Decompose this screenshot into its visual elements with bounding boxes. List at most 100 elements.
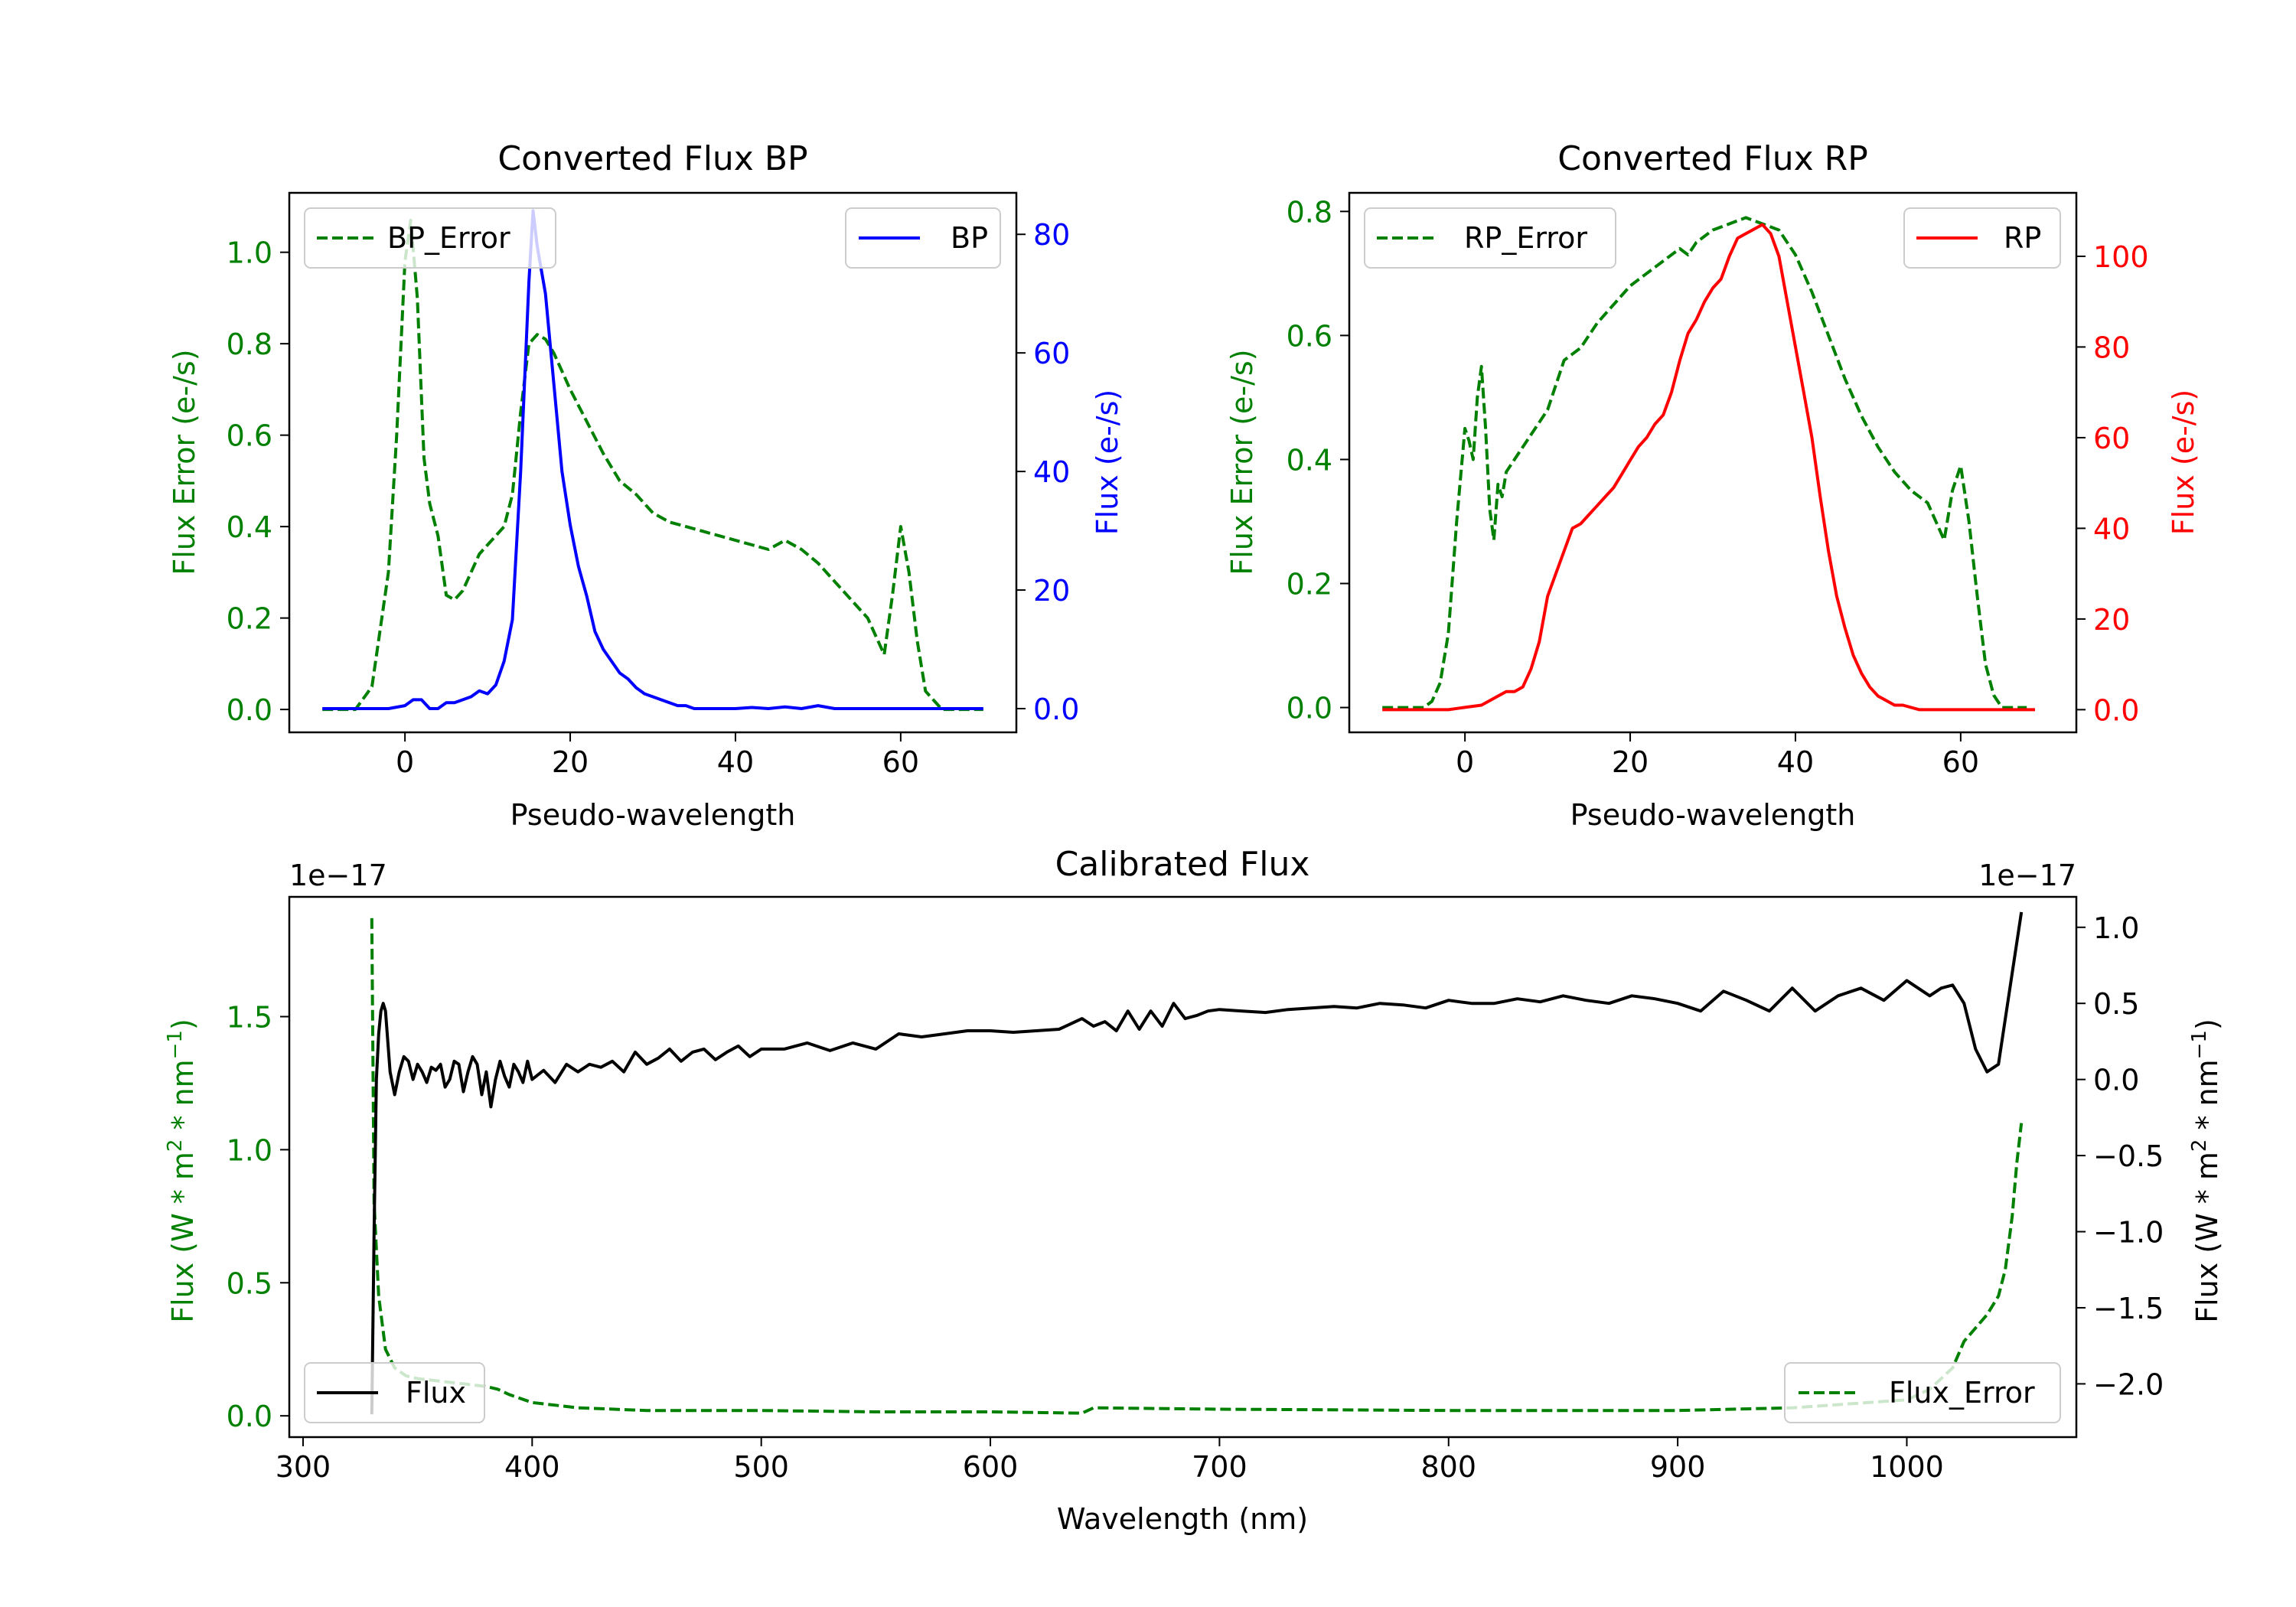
bp-ytick-right-label: 40 [1033,455,1070,489]
bp-legend-error-box [304,207,556,269]
cal-xtick-label: 900 [1650,1450,1706,1484]
cal-xtick-label: 700 [1192,1450,1247,1484]
rp-legend-flux-box [1903,207,2061,269]
bp-axes-frame [288,191,1018,734]
calibrated-legend-flux-label: Flux [406,1376,466,1410]
bp-ytick-left-label: 0.0 [227,693,272,727]
rp-ytick-right-label: 20 [2093,603,2130,637]
rp-ytick-right-label: 100 [2093,240,2149,274]
bp-xtick-label: 60 [882,745,919,779]
rp-plot-content [1382,216,2035,712]
cal-xtick-label: 600 [963,1450,1019,1484]
rp-ylabel-left: Flux Error (e-/s) [1225,349,1259,575]
rp-ytick-left-label: 0.6 [1287,319,1332,353]
cal-series-flux-line [370,911,2024,1415]
calibrated-axes-frame [288,895,2078,1439]
rp-ytick-right-label: 60 [2093,422,2130,455]
bp-title: Converted Flux BP [497,139,807,178]
rp-legend-flux-label: RP [2004,221,2041,255]
bp-plot-content [322,209,983,712]
calibrated-xlabel: Wavelength (nm) [1057,1502,1308,1536]
rp-axes-frame [1348,191,2078,734]
rp-xtick-label: 40 [1777,745,1814,779]
bp-ytick-left-label: 0.8 [227,328,272,361]
calibrated-plot-content [370,911,2024,1415]
rp-series-rp-error-line [1382,216,2027,709]
rp-ytick-left-label: 0.4 [1287,443,1332,477]
panel-rp: Converted Flux RP 0 20 40 60 0.0 0.2 0.4 0.6 0.… [1225,139,2200,832]
rp-ytick-right-label: 40 [2093,512,2130,546]
bp-series-bp-line [322,209,983,710]
rp-ytick-left-label: 0.8 [1287,195,1332,229]
cal-ytick-right-label: −1.5 [2093,1292,2164,1325]
cal-ytick-right-label: 0.5 [2093,987,2139,1021]
bp-legend-error-label: BP_Error [387,221,510,255]
cal-ytick-right-label: −1.0 [2093,1216,2164,1250]
bp-xtick-label: 40 [717,745,754,779]
cal-ytick-right-label: 0.0 [2093,1064,2139,1097]
cal-xtick-label: 1000 [1870,1450,1944,1484]
bp-legend-error: BP_Error [304,207,556,269]
calibrated-offset-left: 1e−17 [289,859,387,892]
rp-legend-flux: RP [1903,207,2061,269]
rp-x-ticks: 0 20 40 60 [1456,732,1979,779]
calibrated-left-ticks: 0.0 0.5 1.0 1.5 [227,1001,289,1433]
bp-xtick-label: 20 [552,745,589,779]
rp-right-ticks: 0.0 20 40 60 80 100 [2076,240,2149,727]
bp-ytick-left-label: 0.4 [227,510,272,544]
bp-ytick-left-label: 0.6 [227,419,272,453]
bp-ylabel-left: Flux Error (e-/s) [168,349,201,575]
bp-legend-flux-box [845,207,1001,269]
calibrated-legend-error: Flux_Error [1784,1362,2061,1423]
calibrated-right-ticks: −2.0 −1.5 −1.0 −0.5 0.0 0.5 1.0 [2076,911,2164,1401]
calibrated-ylabel-right: Flux (W * m2 * nm−1) [2188,1019,2224,1323]
bp-series-bp-error-line [322,218,983,712]
cal-ytick-right-label: −0.5 [2093,1139,2164,1173]
panel-calibrated: Calibrated Flux 1e−17 1e−17 300 400 500 600… [164,845,2224,1536]
bp-ytick-left-label: 0.2 [227,602,272,636]
calibrated-x-ticks: 300 400 500 600 700 800 900 1000 [276,1437,1944,1484]
rp-title: Converted Flux RP [1557,139,1868,178]
rp-ytick-right-label: 80 [2093,331,2130,364]
bp-xlabel: Pseudo-wavelength [510,798,796,832]
rp-ytick-right-label: 0.0 [2093,693,2139,727]
bp-ytick-right-label: 80 [1033,218,1070,252]
panel-bp: Converted Flux BP 0 20 40 60 0.0 0.2 0.4 0.6 0.… [168,139,1124,832]
bp-left-ticks: 0.0 0.2 0.4 0.6 0.8 1.0 [227,236,289,727]
cal-xtick-label: 500 [733,1450,789,1484]
calibrated-legend-error-box [1784,1362,2061,1423]
bp-xtick-label: 0 [396,745,414,779]
bp-legend-flux: BP [845,207,1001,269]
bp-x-ticks: 0 20 40 60 [396,732,919,779]
rp-legend-error-label: RP_Error [1464,221,1587,255]
cal-ytick-left-label: 0.5 [227,1266,272,1300]
cal-xtick-label: 300 [276,1450,331,1484]
cal-ytick-left-label: 1.5 [227,1001,272,1035]
rp-xtick-label: 20 [1612,745,1649,779]
calibrated-legend-flux-box [304,1362,485,1423]
cal-ytick-left-label: 0.0 [227,1400,272,1433]
rp-series-rp-line [1382,223,2035,712]
bp-ytick-right-label: 0.0 [1033,693,1079,726]
calibrated-title: Calibrated Flux [1055,845,1310,884]
cal-ytick-right-label: 1.0 [2093,911,2139,945]
cal-xtick-label: 400 [504,1450,560,1484]
rp-ylabel-right: Flux (e-/s) [2167,390,2200,535]
calibrated-legend-error-label: Flux_Error [1889,1376,2035,1410]
rp-xtick-label: 0 [1456,745,1474,779]
calibrated-ylabel-left: Flux (W * m2 * nm−1) [164,1019,200,1323]
calibrated-legend-flux: Flux [304,1362,485,1423]
calibrated-offset-right: 1e−17 [1978,859,2076,892]
cal-xtick-label: 800 [1420,1450,1476,1484]
rp-xlabel: Pseudo-wavelength [1570,798,1856,832]
bp-legend-flux-label: BP [951,221,988,255]
bp-ytick-right-label: 20 [1033,574,1070,608]
bp-right-ticks: 0.0 20 40 60 80 [1016,218,1079,726]
rp-ytick-left-label: 0.2 [1287,568,1332,601]
cal-ytick-left-label: 1.0 [227,1133,272,1167]
rp-left-ticks: 0.0 0.2 0.4 0.6 0.8 [1287,195,1349,725]
bp-ylabel-right: Flux (e-/s) [1091,390,1124,535]
cal-ytick-right-label: −2.0 [2093,1367,2164,1401]
rp-legend-error-box [1364,207,1616,269]
